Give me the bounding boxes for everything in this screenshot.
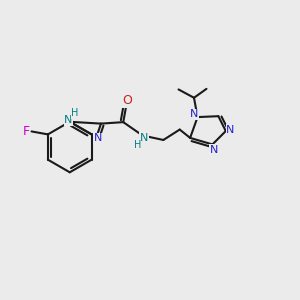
Text: N: N [190,109,198,119]
Text: N: N [94,134,102,143]
Text: N: N [64,115,73,125]
Text: N: N [140,133,148,143]
Text: F: F [22,125,30,138]
Text: O: O [122,94,132,107]
Text: H: H [71,108,79,118]
Text: N: N [210,145,218,155]
Text: N: N [226,124,234,135]
Text: H: H [134,140,141,150]
